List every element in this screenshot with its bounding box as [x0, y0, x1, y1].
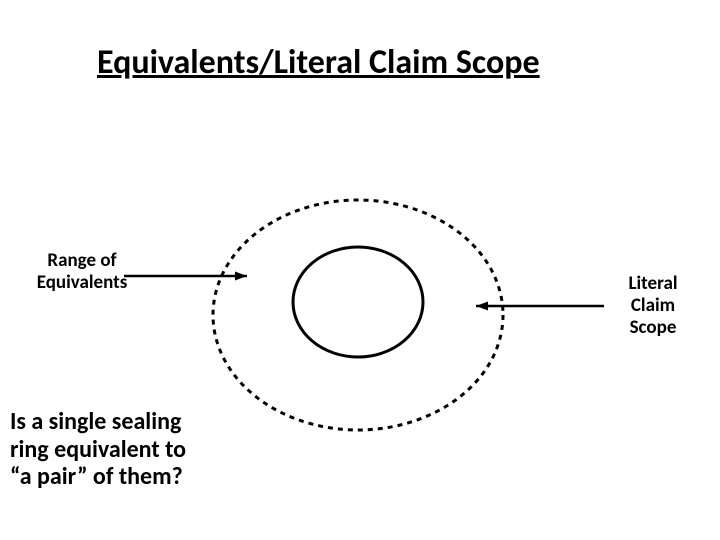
question-line1: Is a single sealing: [10, 407, 181, 436]
left-label-line1: Range of: [47, 249, 116, 272]
question-box: Is a single sealing ring equivalent to “…: [6, 406, 234, 493]
right-label-line1: Literal: [628, 272, 677, 295]
question-line2: ring equivalent to: [10, 435, 186, 464]
outer-ellipse: [213, 200, 503, 430]
right-label-line3: Scope: [630, 316, 677, 339]
right-label: Literal Claim Scope: [608, 273, 698, 339]
right-label-line2: Claim: [631, 294, 675, 317]
left-label-line2: Equivalents: [37, 271, 128, 294]
slide-stage: Equivalents/Literal Claim Scope Range of…: [0, 0, 720, 540]
question-line3: “a pair” of them?: [10, 462, 183, 491]
left-label: Range of Equivalents: [12, 250, 152, 294]
inner-ellipse: [293, 247, 423, 357]
